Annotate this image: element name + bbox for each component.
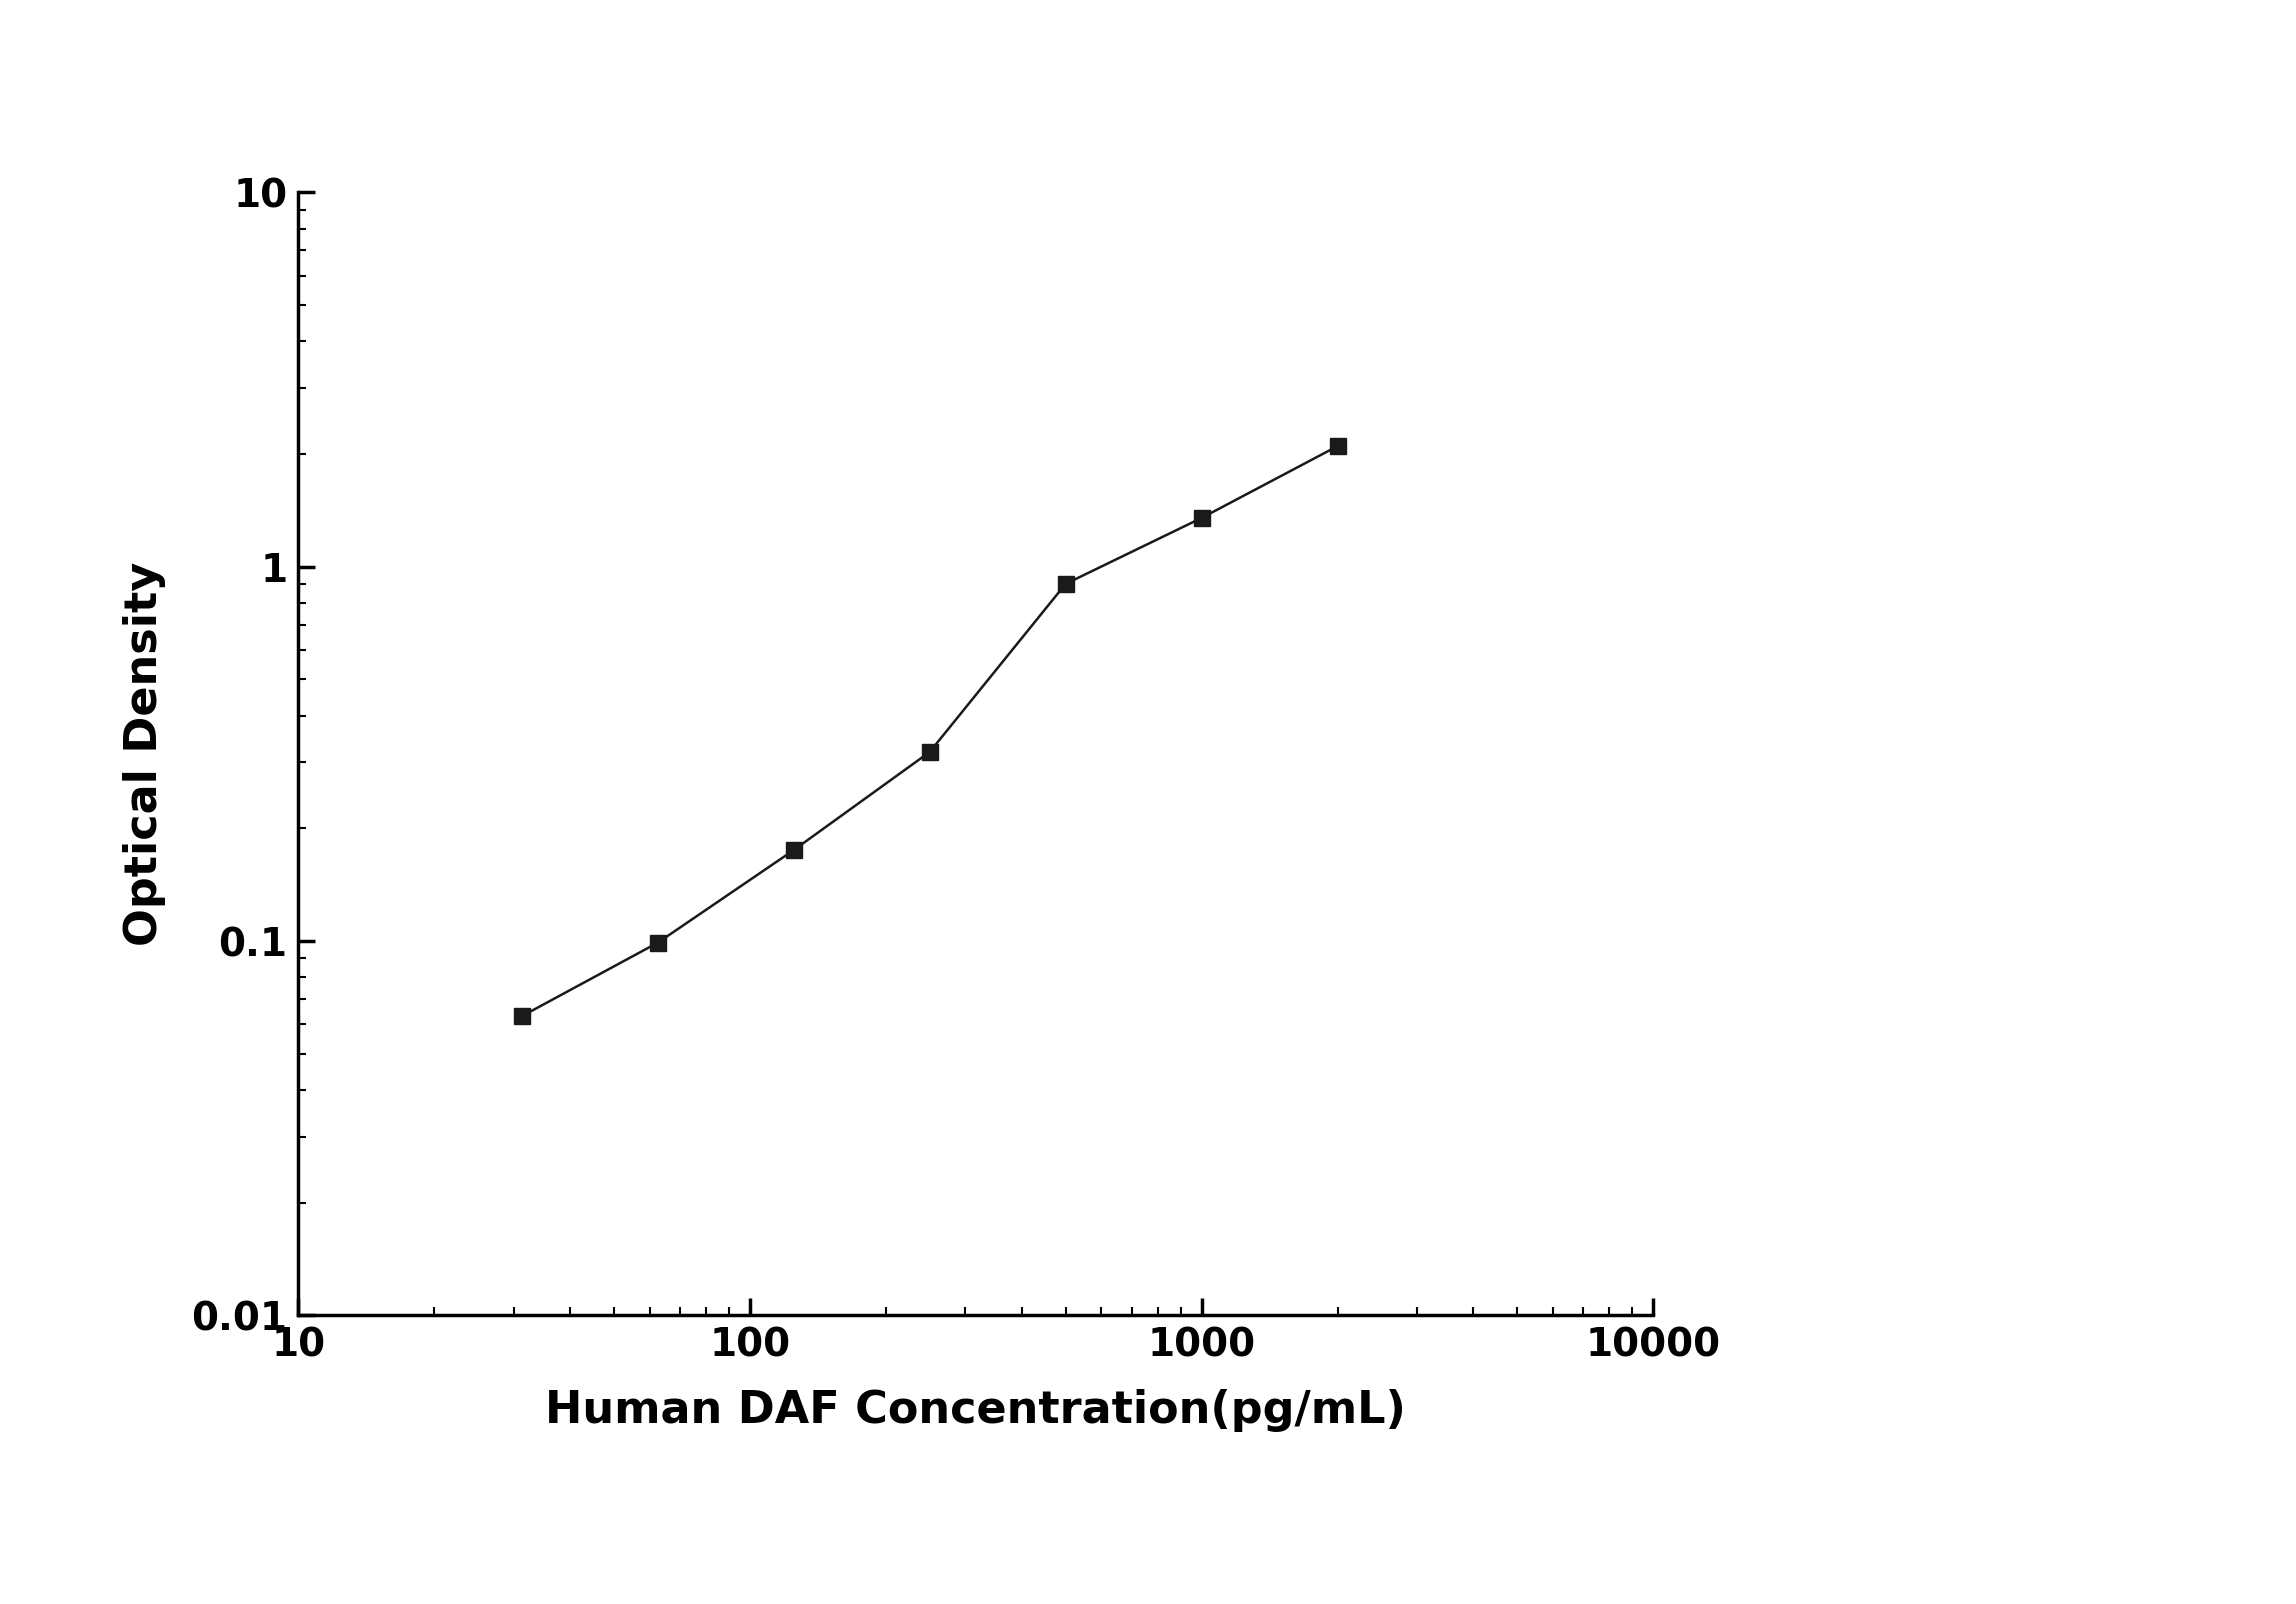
Y-axis label: Optical Density: Optical Density [124, 561, 165, 946]
X-axis label: Human DAF Concentration(pg/mL): Human DAF Concentration(pg/mL) [546, 1389, 1405, 1432]
